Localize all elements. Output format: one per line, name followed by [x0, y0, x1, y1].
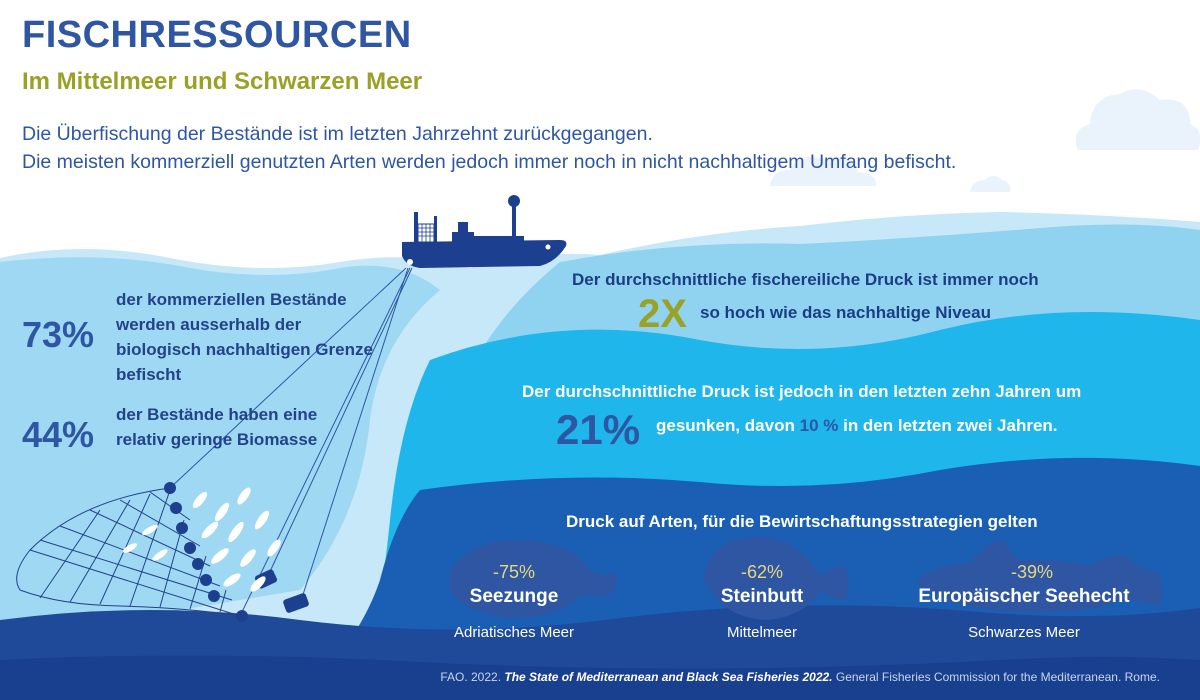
seafloor — [0, 655, 1200, 700]
pressure-value: 2X — [638, 292, 687, 336]
sole-fish-icon — [450, 540, 617, 618]
source-citation: FAO. 2022. The State of Mediterranean an… — [440, 670, 1160, 684]
decline-line-1: Der durchschnittliche Druck ist jedoch i… — [522, 382, 1082, 401]
pressure-line-1: Der durchschnittliche fischereiliche Dru… — [572, 270, 1039, 289]
decline-text-b: in den letzten zwei Jahren. — [843, 416, 1058, 435]
citation-title: The State of Mediterranean and Black Sea… — [504, 670, 833, 684]
sole-name: Seezunge — [469, 586, 559, 607]
citation-prefix: FAO. 2022. — [440, 670, 502, 684]
hake-region: Schwarzes Meer — [968, 624, 1080, 641]
decline-value: 21% — [556, 406, 641, 453]
pressure-line-2: so hoch wie das nachhaltige Niveau — [700, 303, 991, 322]
fishing-boat-icon — [402, 195, 567, 268]
fish-school-icon — [122, 487, 281, 592]
sole-pct: -75% — [492, 562, 536, 582]
net-ropes — [169, 267, 413, 617]
stat-73-label: der kommerziellen Bestände werden ausser… — [116, 290, 373, 384]
turbot-region: Mittelmeer — [726, 624, 797, 641]
stat-44-value: 44% — [22, 414, 95, 455]
turbot-pct: -62% — [740, 562, 784, 582]
hake-pct: -39% — [1010, 562, 1054, 582]
decline-line-2: gesunken, davon 10 % in den letzten zwei… — [656, 416, 1058, 436]
decline-small-value: 10 % — [799, 416, 839, 435]
species-heading: Druck auf Arten, für die Bewirtschaftung… — [566, 512, 1038, 531]
turbot-fish-icon — [704, 536, 848, 620]
stat-73-value: 73% — [22, 314, 95, 355]
intro-line-2: Die meisten kommerziell genutzten Arten … — [22, 151, 957, 173]
stat-44-label: der Bestände haben eine relativ geringe … — [116, 405, 318, 449]
hake-fish-icon — [916, 540, 1162, 613]
hake-name: Europäischer Seehecht — [918, 586, 1130, 607]
cloud-icon — [770, 89, 1200, 192]
intro-text: Die Überfischung der Bestände ist im let… — [22, 120, 956, 176]
decline-text-a: gesunken, davon — [656, 416, 795, 435]
sole-region: Adriatisches Meer — [453, 624, 575, 641]
page-subtitle: Im Mittelmeer und Schwarzen Meer — [22, 68, 423, 95]
intro-line-1: Die Überfischung der Bestände ist im let… — [22, 123, 653, 145]
turbot-name: Steinbutt — [720, 586, 804, 607]
page-title: FISCHRESSOURCEN — [22, 14, 412, 56]
citation-suffix: General Fisheries Commission for the Med… — [835, 670, 1160, 684]
